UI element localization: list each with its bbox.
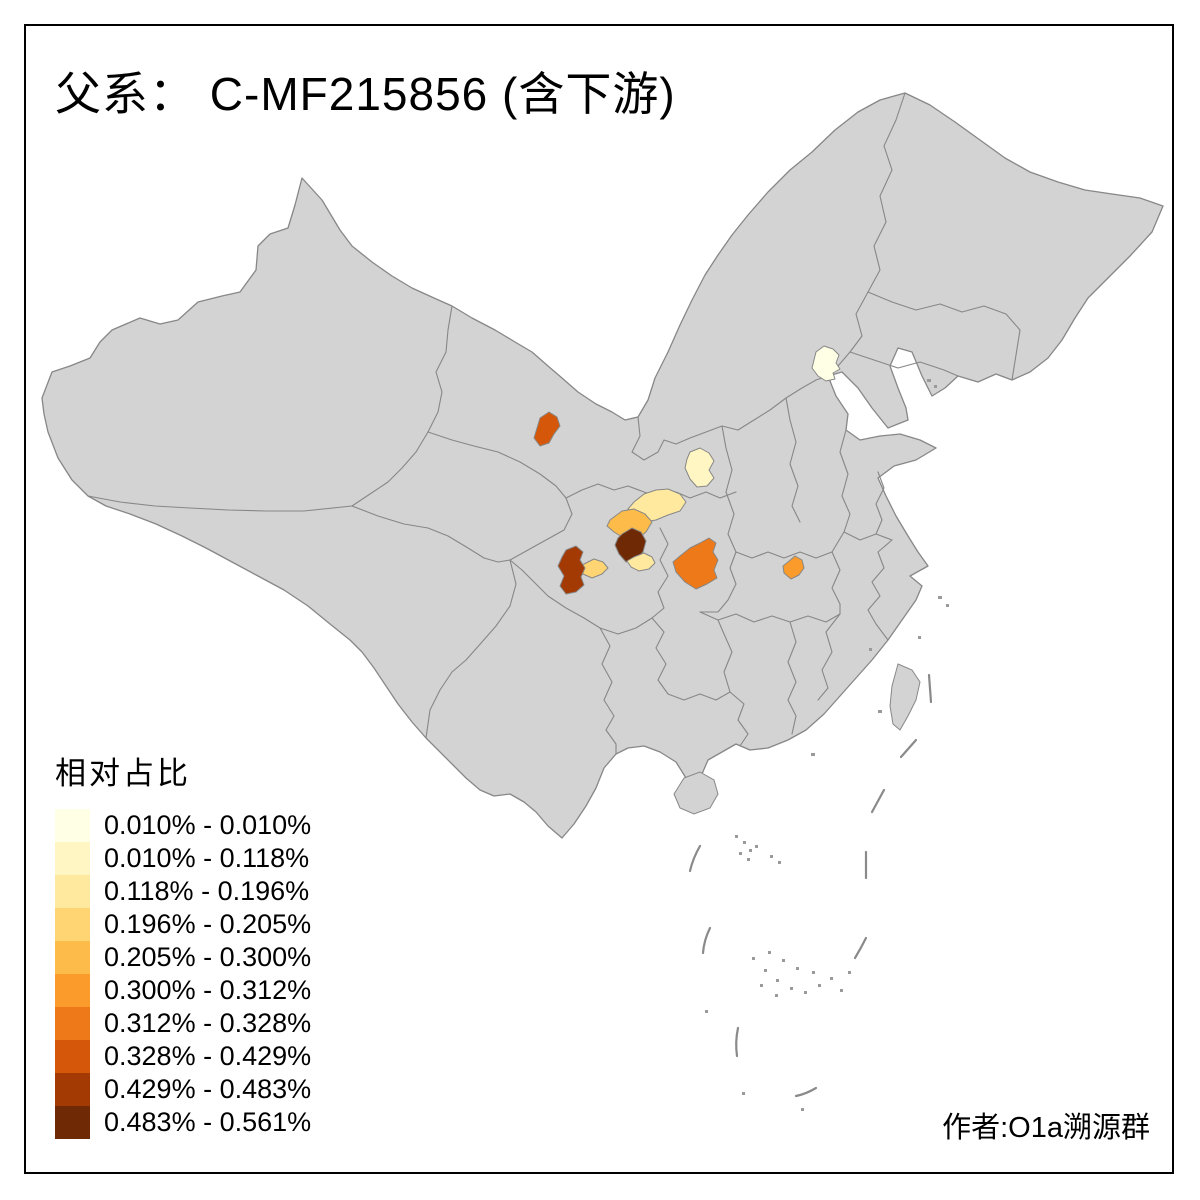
border-hebei-shanxi <box>785 397 801 523</box>
legend-swatch <box>55 842 90 875</box>
page-title: 父系： C-MF215856 (含下游) <box>55 58 676 124</box>
border-jiangsu-anhui <box>875 471 885 535</box>
legend-row: 0.328% - 0.429% <box>55 1040 311 1073</box>
legend-label: 0.010% - 0.010% <box>104 810 312 840</box>
legend-swatch <box>55 974 90 1007</box>
coastal-islets <box>811 379 949 756</box>
legend-row: 0.205% - 0.300% <box>55 941 311 974</box>
border-hunan-guangdong <box>729 691 749 747</box>
legend: 相对占比 0.010% - 0.010% 0.010% - 0.118% 0.118… <box>55 748 311 1139</box>
legend-swatch <box>55 941 90 974</box>
legend-row: 0.118% - 0.196% <box>55 875 311 908</box>
border-hubei-south <box>699 611 841 623</box>
border-tibet-north <box>87 495 353 512</box>
title-haplogroup: C-MF215856 (含下游) <box>196 68 676 120</box>
legend-label: 0.328% - 0.429% <box>104 1041 312 1071</box>
legend-row: 0.196% - 0.205% <box>55 908 311 941</box>
legend-row: 0.010% - 0.010% <box>55 809 311 842</box>
map-region-chongqing <box>672 537 719 590</box>
border-heilongjiang-jilin <box>867 291 1021 381</box>
legend-swatch <box>55 809 90 842</box>
legend-swatch <box>55 1007 90 1040</box>
border-hunan-jiangxi <box>787 621 797 735</box>
map-region-beijing <box>811 345 841 382</box>
map-region-qinghai <box>533 411 561 447</box>
map-region-sichuan-south <box>626 552 656 572</box>
hainan-island <box>673 771 719 815</box>
title-prefix: 父系： <box>55 69 196 120</box>
legend-label: 0.205% - 0.300% <box>104 942 312 972</box>
border-sichuan-chongqing <box>651 527 669 619</box>
border-inner-mongolia-northeast <box>827 92 906 377</box>
legend-swatch <box>55 908 90 941</box>
border-zhejiang <box>867 539 893 641</box>
border-xinjiang-east <box>351 305 453 507</box>
legend-label: 0.010% - 0.118% <box>104 843 310 873</box>
border-shanxi-shaanxi <box>721 425 737 553</box>
map-region-hunan <box>782 555 805 580</box>
legend-swatch <box>55 1040 90 1073</box>
legend-label: 0.483% - 0.561% <box>104 1107 312 1137</box>
border-jiangxi-fujian <box>817 613 841 701</box>
legend-row: 0.300% - 0.312% <box>55 974 311 1007</box>
author-credit: 作者:O1a溯源群 <box>942 1112 1150 1144</box>
border-henan-south <box>735 531 845 559</box>
border-yunnan-east <box>599 627 617 755</box>
border-guizhou <box>651 617 733 701</box>
border-hubei-west <box>699 551 737 613</box>
legend-rows: 0.010% - 0.010% 0.010% - 0.118% 0.118% - 0… <box>55 809 311 1139</box>
taiwan-island <box>889 663 921 731</box>
legend-swatch <box>55 1106 90 1139</box>
mainland-china-shape <box>41 92 1164 839</box>
legend-label: 0.118% - 0.196% <box>104 876 310 906</box>
legend-label: 0.300% - 0.312% <box>104 975 312 1005</box>
border-shandong-west <box>839 429 893 541</box>
legend-label: 0.312% - 0.328% <box>104 1008 312 1038</box>
south-china-sea-islets <box>705 835 851 1111</box>
border-sichuan-yunnan <box>509 559 653 635</box>
legend-row: 0.312% - 0.328% <box>55 1007 311 1040</box>
border-inner-mongolia-south <box>631 375 829 461</box>
legend-row: 0.010% - 0.118% <box>55 842 311 875</box>
nine-dash-line <box>688 673 933 1098</box>
border-tibet-qinghai-sichuan <box>351 505 517 739</box>
legend-title: 相对占比 <box>55 756 191 791</box>
map-region-sichuan-west-tall <box>557 545 586 595</box>
border-qinghai-north-east <box>427 431 573 561</box>
border-jilin-liaoning <box>849 351 959 377</box>
legend-row: 0.429% - 0.483% <box>55 1073 311 1106</box>
legend-label: 0.196% - 0.205% <box>104 909 312 939</box>
legend-swatch <box>55 1073 90 1106</box>
map-region-north-shaanxi <box>684 447 715 488</box>
legend-swatch <box>55 875 90 908</box>
border-anhui-jiangxi <box>831 551 841 615</box>
legend-label: 0.429% - 0.483% <box>104 1074 312 1104</box>
legend-row: 0.483% - 0.561% <box>55 1106 311 1139</box>
